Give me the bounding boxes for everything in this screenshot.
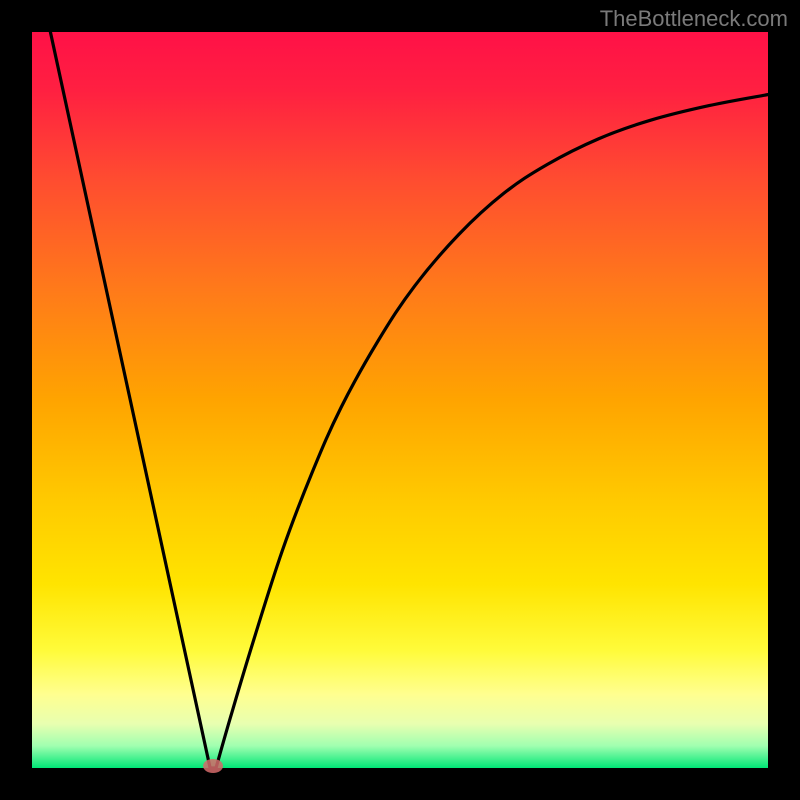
plot-background [32,32,768,768]
vertex-marker [203,759,223,773]
watermark-text: TheBottleneck.com [600,6,788,32]
bottleneck-chart: TheBottleneck.com [0,0,800,800]
chart-svg [0,0,800,800]
